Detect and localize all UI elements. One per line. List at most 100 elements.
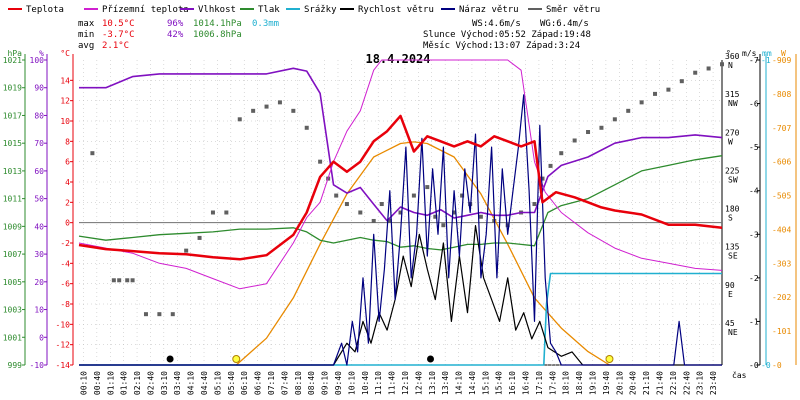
direction-point [398, 210, 403, 215]
x-tick-label: 18:10 [562, 371, 571, 395]
x-tick-label: 14:40 [468, 371, 477, 395]
chart-grid [79, 60, 722, 366]
compass-label: SW [728, 175, 738, 184]
humidity-tick-label: 20 [34, 278, 44, 287]
x-tick-label: 11:10 [374, 371, 383, 395]
humidity-tick-label: 40 [34, 222, 44, 231]
direction-point [277, 100, 282, 105]
direction-point [358, 210, 363, 215]
series-line [78, 59, 723, 290]
direction-point [184, 248, 189, 253]
temperature-tick-label: 0 [65, 219, 70, 228]
direction-point [264, 104, 269, 109]
compass-label: SE [728, 252, 738, 261]
direction-point [452, 210, 457, 215]
chart-axes: 00:10 00:40 01:10 01:40 02:10 02:40 03:10 03:40… [3, 49, 797, 395]
x-tick-label: 10:10 [347, 371, 356, 395]
x-tick-label: 17:40 [548, 371, 557, 395]
stat-avg-temp: 2.1°C [102, 41, 129, 51]
direction-point [478, 214, 483, 219]
x-tick-label: 03:40 [173, 371, 182, 395]
pressure-tick-label: 1013 [3, 167, 22, 176]
legend-label: Tlak [258, 5, 280, 15]
compass-label: N [728, 61, 733, 70]
direction-point [210, 210, 215, 215]
pressure-axis-label: hPa [8, 49, 23, 58]
stat-min-temp: -3.7°C [102, 30, 135, 40]
direction-point [586, 130, 591, 135]
chart-title: 18.4.2024 [365, 52, 430, 66]
direction-point [334, 193, 339, 198]
legend-label: Srážky [304, 5, 337, 15]
direction-point [387, 218, 392, 223]
legend-label: Přízemní teplota [102, 5, 189, 15]
wind-tick-label: -3 [749, 230, 759, 239]
wind-axis-label: m/s [742, 49, 757, 58]
x-tick-label: 00:40 [93, 371, 102, 395]
moonrise-marker [427, 355, 435, 363]
legend-label: Rychlost větru [358, 5, 434, 15]
series-line [79, 272, 722, 366]
humidity-axis-label: % [39, 49, 44, 58]
x-tick-label: 08:10 [294, 371, 303, 395]
x-tick-label: 10:40 [361, 371, 370, 395]
direction-point [505, 223, 510, 228]
humidity-tick-label: 70 [34, 139, 44, 148]
stat-ws: WS:4.6m/s [472, 19, 521, 29]
temperature-tick-label: 12 [60, 97, 70, 106]
temperature-tick-label: -6 [60, 280, 70, 289]
chart-legend: Teplota Přízemní teplota Vlhkost Tlak Srážky… [8, 5, 600, 15]
legend-label: Vlhkost [198, 5, 236, 15]
x-tick-label: 19:40 [602, 371, 611, 395]
direction-point [666, 87, 671, 92]
pressure-tick-label: 1019 [3, 84, 22, 93]
wind-tick-label: -5 [749, 143, 759, 152]
x-tick-label: 12:40 [414, 371, 423, 395]
chart-plot-area [78, 59, 724, 366]
x-tick-label: 01:10 [106, 371, 115, 395]
stat-min-hum: 42% [167, 30, 184, 40]
rain-axis-label: mm [762, 49, 772, 58]
stat-max-label: max [78, 19, 95, 29]
direction-tick-label: 225 [725, 166, 740, 175]
x-tick-label: 12:10 [401, 371, 410, 395]
legend-label: Náraz větru [459, 5, 519, 15]
legend-label: Teplota [26, 5, 64, 15]
pressure-tick-label: 1017 [3, 111, 22, 120]
temperature-tick-label: -14 [56, 361, 71, 370]
direction-point [224, 210, 229, 215]
direction-point [157, 312, 162, 317]
direction-point [291, 108, 296, 113]
x-tick-label: 02:10 [133, 371, 142, 395]
stat-min-label: min [78, 30, 94, 40]
direction-axis-label: ° [726, 49, 731, 58]
stat-sun: Slunce Východ:05:52 Západ:19:48 [423, 30, 591, 40]
rain-tick-label: -1 [761, 56, 771, 65]
direction-point [130, 278, 135, 283]
x-tick-label: 23:10 [696, 371, 705, 395]
stat-max-hum: 96% [167, 19, 184, 29]
temperature-tick-label: 2 [65, 198, 70, 207]
sunset-marker [605, 355, 614, 363]
direction-point [706, 66, 711, 71]
direction-point [441, 223, 446, 228]
solar-axis-label: W [781, 49, 786, 58]
x-tick-label: 05:40 [227, 371, 236, 395]
series-line [79, 67, 723, 222]
direction-tick-label: 45 [725, 319, 735, 328]
x-tick-label: 15:40 [495, 371, 504, 395]
x-tick-label: 07:40 [280, 371, 289, 395]
stat-moon: Měsíc Východ:13:07 Západ:3:24 [423, 41, 580, 51]
direction-tick-label: 315 [725, 90, 740, 99]
wind-tick-label: -2 [749, 274, 759, 283]
solar-tick-label: -505 [772, 192, 791, 201]
x-tick-label: 16:10 [508, 371, 517, 395]
wind-tick-label: -6 [749, 100, 759, 109]
direction-point [679, 79, 684, 84]
pressure-tick-label: 1007 [3, 250, 22, 259]
stat-avg-label: avg [78, 41, 94, 51]
direction-point [653, 91, 658, 96]
direction-point [425, 185, 430, 190]
direction-point [318, 159, 323, 164]
direction-point [111, 278, 116, 283]
